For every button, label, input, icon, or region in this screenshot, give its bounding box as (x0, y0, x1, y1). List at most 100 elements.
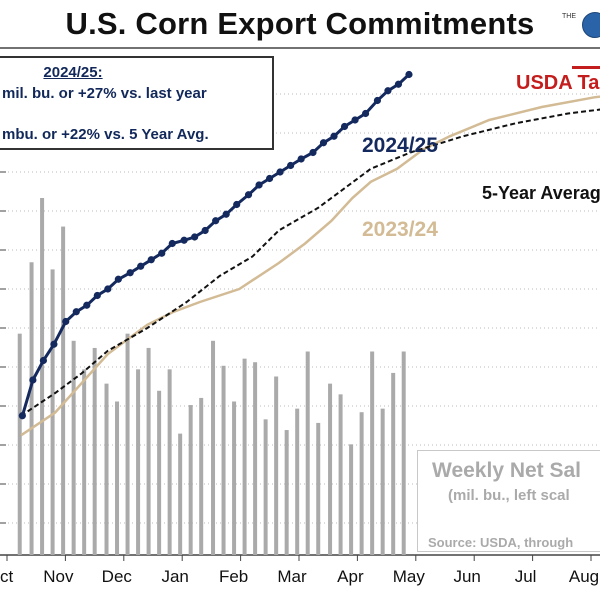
logo-text: THE (562, 13, 576, 20)
series-point-current (147, 256, 155, 264)
series-point-current (201, 226, 209, 235)
series-point-current (276, 168, 284, 176)
weekly-bar (316, 422, 321, 555)
x-tick-label: Jul (514, 567, 537, 586)
x-tick-label: Feb (218, 567, 249, 586)
x-tick-label: Mar (277, 567, 307, 586)
x-tick-label: Dec (101, 567, 132, 586)
weekly-bar (125, 333, 130, 555)
weekly-bar (157, 390, 162, 555)
x-tick-label: Jan (161, 567, 189, 586)
weekly-bar (167, 369, 172, 555)
weekly-bar (211, 340, 216, 555)
series-label-previous: 2023/24 (362, 218, 438, 241)
brand-logo: THE (562, 10, 600, 40)
x-tick-label: Jun (453, 567, 481, 586)
summary-line-2: mbu. or +22% vs. 5 Year Avg. (2, 126, 209, 143)
weekly-sales-box: Weekly Net Sal (mil. bu., left scal Sour… (417, 450, 600, 552)
weekly-bar (274, 376, 279, 555)
series-point-current (255, 181, 263, 189)
series-point-current (265, 174, 274, 183)
series-point-current (244, 191, 253, 199)
weekly-bar (349, 444, 354, 555)
x-tick-label: May (392, 567, 425, 586)
weekly-bar (61, 226, 66, 555)
plot-frame (0, 47, 600, 556)
series-point-current (394, 80, 403, 88)
weekly-bar (263, 419, 268, 555)
weekly-sales-title: Weekly Net Sal (432, 459, 582, 482)
x-tick-label: Nov (43, 567, 74, 586)
series-point-current (50, 340, 58, 348)
weekly-sales-subtitle: (mil. bu., left scal (448, 487, 570, 504)
series-point-current (126, 269, 134, 277)
series-point-current (29, 376, 37, 384)
weekly-bar (40, 198, 45, 555)
x-tick-label: Apr (337, 567, 364, 586)
summary-header: 2024/25: (43, 64, 103, 81)
series-point-current (309, 148, 317, 157)
series-point-current (62, 317, 70, 326)
weekly-bar (136, 369, 141, 555)
weekly-bar (253, 362, 258, 555)
series-point-current (83, 301, 91, 309)
weekly-bar (92, 347, 97, 555)
series-point-current (180, 236, 188, 244)
series-label-average: 5-Year Average (482, 183, 600, 203)
series-point-current (114, 275, 122, 283)
series-point-current (330, 132, 338, 140)
weekly-bar (71, 340, 76, 555)
series-point-current (373, 96, 382, 105)
weekly-bar (50, 269, 55, 555)
series-point-current (319, 139, 328, 147)
series-point-current (93, 291, 101, 300)
weekly-bar (178, 433, 183, 555)
weekly-bar (221, 365, 226, 555)
series-point-current (233, 200, 241, 209)
chart-title: U.S. Corn Export Commitments (65, 6, 535, 41)
series-point-current (297, 155, 305, 163)
weekly-bar (188, 405, 193, 555)
usda-tag: USDA Ta (516, 66, 600, 95)
series-point-current (191, 233, 199, 241)
series-point-current (340, 122, 349, 131)
usda-tag-text: USDA Ta (516, 72, 600, 94)
series-point-current (361, 109, 370, 118)
series-point-current (222, 210, 230, 218)
series-point-current (405, 70, 413, 79)
series-point-current (104, 285, 112, 293)
weekly-bar (17, 333, 22, 555)
x-tick-label: Oct (0, 567, 14, 586)
weekly-bar (284, 430, 289, 555)
weekly-bar (104, 383, 109, 555)
source-note: Source: USDA, through (428, 535, 574, 550)
series-point-current (212, 217, 220, 225)
weekly-bar (82, 369, 87, 555)
series-point-current (39, 356, 47, 365)
summary-line-1: mil. bu. or +27% vs. last year (2, 85, 207, 102)
weekly-bar (295, 408, 300, 555)
weekly-bar (242, 358, 247, 555)
weekly-bar (305, 351, 310, 555)
weekly-bar (401, 351, 406, 555)
weekly-bar (199, 397, 204, 555)
series-point-current (158, 249, 166, 257)
usda-tag-bar (572, 66, 600, 69)
weekly-bar (391, 372, 396, 555)
weekly-bar (370, 351, 375, 555)
x-tick-label: Aug (568, 567, 600, 586)
series-point-current (287, 161, 295, 170)
weekly-bar (328, 383, 333, 555)
weekly-bar (359, 412, 364, 555)
series-point-current (384, 87, 392, 95)
series-label-current: 2024/25 (362, 134, 438, 157)
globe-icon (582, 12, 600, 38)
weekly-bar (232, 401, 237, 555)
series-point-current (168, 239, 176, 248)
series-line-previous (20, 95, 600, 437)
weekly-bar (338, 394, 343, 555)
weekly-bar (115, 401, 120, 555)
weekly-bar (380, 408, 385, 555)
